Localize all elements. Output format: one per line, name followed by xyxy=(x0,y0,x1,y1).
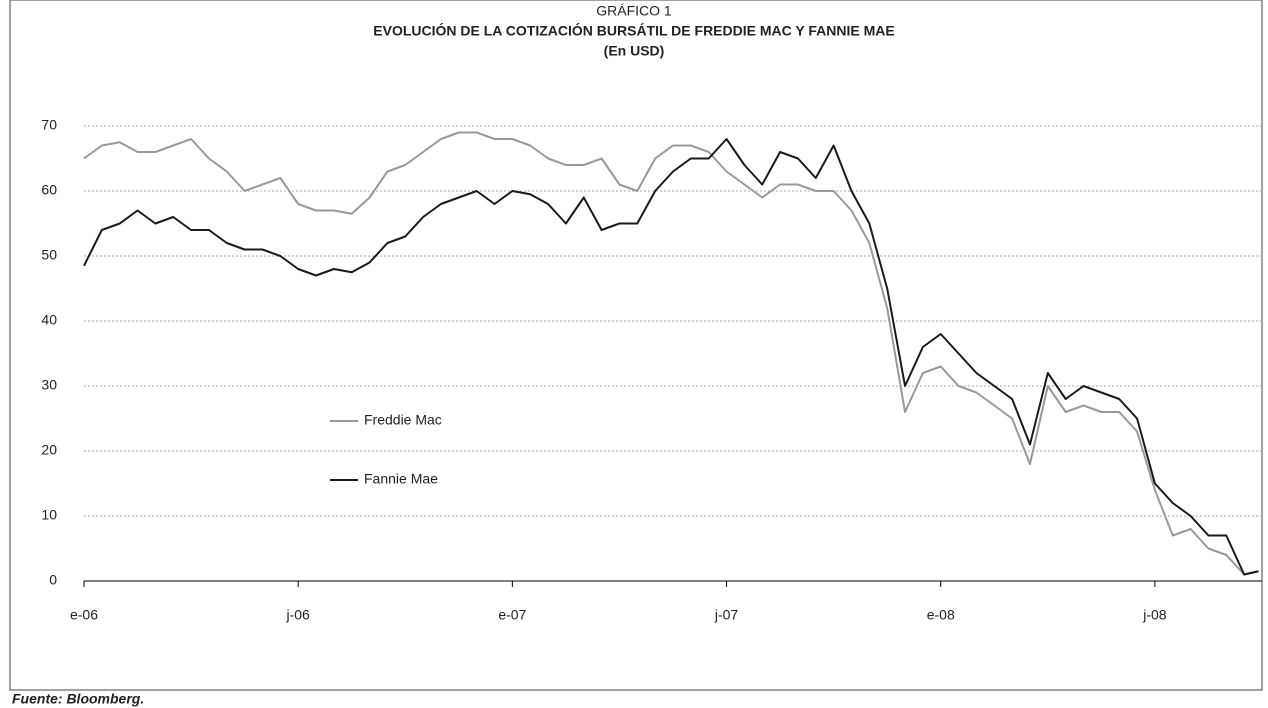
series-line xyxy=(83,138,1259,576)
y-tick-label: 30 xyxy=(41,377,57,393)
x-tick-label: e-07 xyxy=(498,607,526,623)
y-tick-label: 50 xyxy=(41,247,57,263)
legend-label: Freddie Mac xyxy=(364,412,442,428)
y-tick-label: 0 xyxy=(49,572,57,588)
y-tick-label: 70 xyxy=(41,117,57,133)
frame xyxy=(9,0,1263,691)
supertitle: GRÁFICO 1 xyxy=(596,3,672,19)
x-tick-label: j-06 xyxy=(286,607,311,623)
x-tick-label: j-07 xyxy=(714,607,739,623)
x-tick-label: j-08 xyxy=(1142,607,1167,623)
y-tick-label: 10 xyxy=(41,507,57,523)
source: Fuente: Bloomberg. xyxy=(12,691,144,707)
x-tick-label: e-08 xyxy=(927,607,955,623)
x-tick-label: e-06 xyxy=(70,607,98,623)
y-tick-label: 60 xyxy=(41,182,57,198)
y-tick-label: 40 xyxy=(41,312,57,328)
y-tick-label: 20 xyxy=(41,442,57,458)
chart-title: EVOLUCIÓN DE LA COTIZACIÓN BURSÁTIL DE F… xyxy=(373,22,894,39)
chart-subtitle: (En USD) xyxy=(604,43,665,59)
legend-label: Fannie Mae xyxy=(364,471,438,487)
series-line xyxy=(83,131,1259,576)
